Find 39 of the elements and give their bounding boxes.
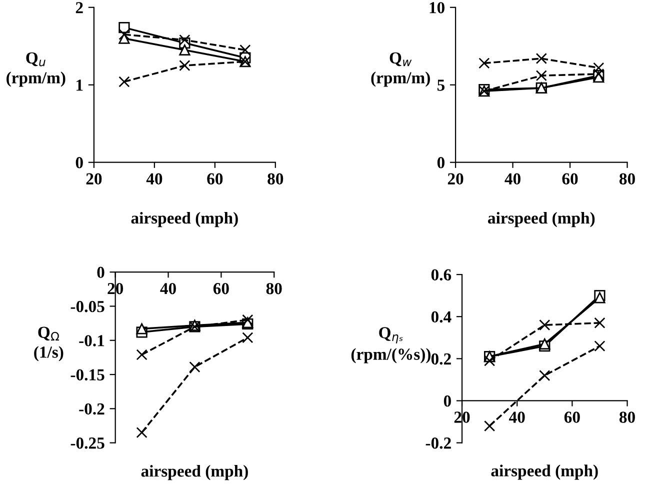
x-tick-label: 80: [619, 173, 635, 185]
x-tick-label: 60: [562, 173, 578, 185]
x-tick-label: 60: [213, 282, 229, 294]
x-tick-label: 40: [146, 173, 162, 185]
x-tick-label: 80: [619, 412, 635, 423]
y-tick-label: 0.4: [431, 311, 452, 323]
x-tick-label: 20: [448, 173, 464, 185]
x-axis-title: airspeed (mph): [131, 212, 238, 228]
x-tick-label: 60: [564, 412, 580, 423]
x-tick-label: 40: [509, 412, 525, 423]
y-axis-title: Q$_{w}$ (rpm/m): [371, 52, 430, 87]
x-axis-title: airspeed (mph): [491, 464, 598, 480]
y-tick-label: 2: [76, 2, 83, 14]
x-axis-title: airspeed (mph): [141, 464, 248, 480]
y-tick-label: -0.2: [426, 438, 451, 449]
y-axis-title: Q$_{Ω}$ (1/s): [34, 326, 64, 362]
y-tick-label: 0.2: [431, 353, 451, 365]
y-tick-label: -0.2: [79, 403, 104, 415]
x-tick-label: 40: [504, 173, 520, 185]
y-tick-label: -0.25: [70, 438, 104, 449]
y-tick-label: 0: [437, 157, 444, 168]
x-tick-label: 80: [266, 282, 282, 294]
y-tick-label: 0.6: [431, 269, 452, 281]
y-tick-label: -0.1: [79, 335, 104, 346]
y-tick-label: 0: [97, 266, 104, 278]
x-tick-label: 20: [86, 173, 102, 185]
y-tick-label: 0: [444, 395, 451, 407]
y-tick-label: 5: [437, 80, 445, 91]
x-tick-label: 40: [160, 282, 176, 294]
y-tick-label: 10: [430, 2, 444, 14]
y-tick-label: -0.05: [70, 300, 104, 312]
y-tick-label: -0.15: [70, 369, 104, 381]
x-tick-label: 60: [207, 173, 223, 185]
x-tick-label: 80: [268, 173, 284, 185]
y-axis-title: Q$_{u}$ (rpm/m): [6, 52, 66, 87]
x-axis-title: airspeed (mph): [488, 212, 595, 228]
y-axis-title: Q$_{ηₛ}$ (rpm/(%s)): [351, 327, 431, 364]
y-tick-label: 1: [76, 80, 83, 91]
y-tick-label: 0: [76, 157, 83, 168]
